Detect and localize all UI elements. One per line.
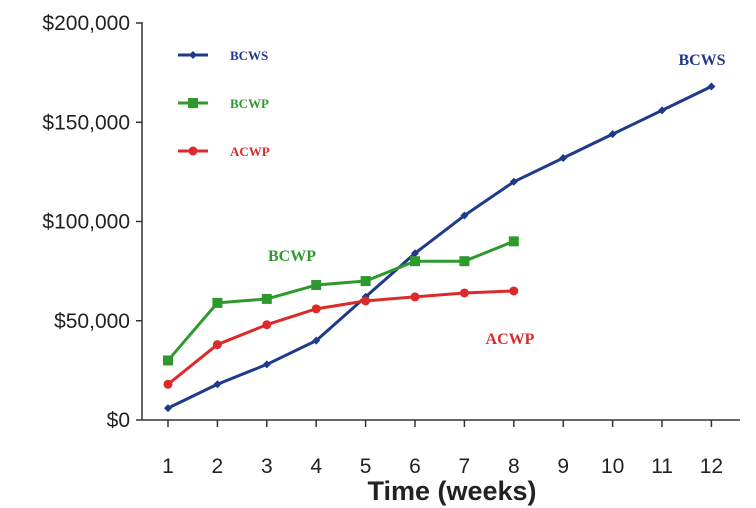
acwp-point	[361, 296, 371, 306]
bcws-point	[559, 153, 568, 162]
bcws-point	[608, 130, 617, 139]
acwp-point	[410, 292, 420, 302]
x-tick-label: 8	[508, 455, 520, 478]
series-layer	[163, 82, 716, 413]
legend-item-bcwp: BCWP	[178, 96, 269, 111]
x-tick-label: 11	[651, 455, 673, 478]
bcws-point	[164, 404, 172, 413]
bcws-point	[509, 177, 518, 186]
y-tick-label: $50,000	[54, 310, 130, 333]
acwp-point	[212, 340, 222, 350]
series-label-acwp: ACWP	[486, 331, 535, 348]
acwp-point	[163, 379, 173, 389]
legend: BCWS BCWP ACWP	[178, 48, 270, 159]
y-tick-label: $100,000	[42, 211, 130, 234]
acwp-point	[459, 288, 469, 298]
bcws-line	[167, 85, 713, 410]
acwp-line	[167, 289, 514, 386]
x-tick-label: 12	[700, 455, 723, 478]
x-tick-label: 6	[409, 455, 421, 478]
bcwp-point	[311, 280, 322, 291]
y-ticks: $0 $50,000 $100,000 $150,000 $200,000	[42, 12, 142, 432]
y-tick-label: $150,000	[42, 111, 130, 134]
series-label-bcws: BCWS	[678, 52, 725, 69]
x-tick-label: 2	[212, 455, 224, 478]
x-tick-label: 10	[601, 455, 624, 478]
x-tick-label: 1	[162, 455, 174, 478]
acwp-point	[311, 304, 321, 314]
acwp-point	[262, 320, 272, 330]
series-bcws	[164, 82, 716, 413]
x-ticks: 1 2 3 4 5 6 7 8 9 10 11 12	[162, 420, 723, 478]
legend-swatch-marker	[188, 98, 198, 108]
bcwp-point	[410, 256, 420, 267]
acwp-point	[509, 286, 519, 296]
series-labels: BCWS BCWP ACWP	[268, 52, 726, 348]
x-tick-label: 5	[360, 455, 372, 478]
legend-swatch-marker	[188, 146, 198, 156]
bcws-point	[460, 211, 469, 220]
x-axis-title: Time (weeks)	[367, 476, 536, 506]
x-tick-label: 7	[459, 455, 471, 478]
legend-item-acwp: ACWP	[178, 144, 270, 159]
series-label-bcwp: BCWP	[268, 248, 316, 265]
y-tick-label: $0	[107, 409, 130, 432]
bcwp-point	[261, 293, 272, 304]
bcwp-point	[212, 297, 223, 308]
series-acwp	[163, 286, 519, 389]
x-tick-label: 9	[557, 455, 569, 478]
legend-label: BCWP	[230, 96, 269, 111]
legend-label: ACWP	[230, 144, 270, 159]
x-tick-label: 3	[261, 455, 273, 478]
legend-label: BCWS	[230, 48, 268, 63]
bcws-point	[312, 336, 321, 345]
x-tick-label: 4	[310, 455, 322, 478]
bcws-point	[213, 380, 222, 389]
y-tick-label: $200,000	[42, 12, 130, 35]
bcwp-point	[163, 355, 173, 366]
bcwp-point	[360, 276, 371, 287]
bcws-point	[707, 82, 716, 91]
bcws-point	[262, 360, 271, 369]
bcws-point	[658, 106, 666, 115]
legend-item-bcws: BCWS	[178, 48, 268, 63]
bcwp-line	[166, 239, 515, 362]
series-bcwp	[163, 236, 519, 366]
bcwp-point	[508, 236, 519, 247]
legend-swatch-marker	[189, 51, 197, 59]
bcwp-point	[459, 256, 470, 267]
bcws-point	[411, 249, 419, 258]
